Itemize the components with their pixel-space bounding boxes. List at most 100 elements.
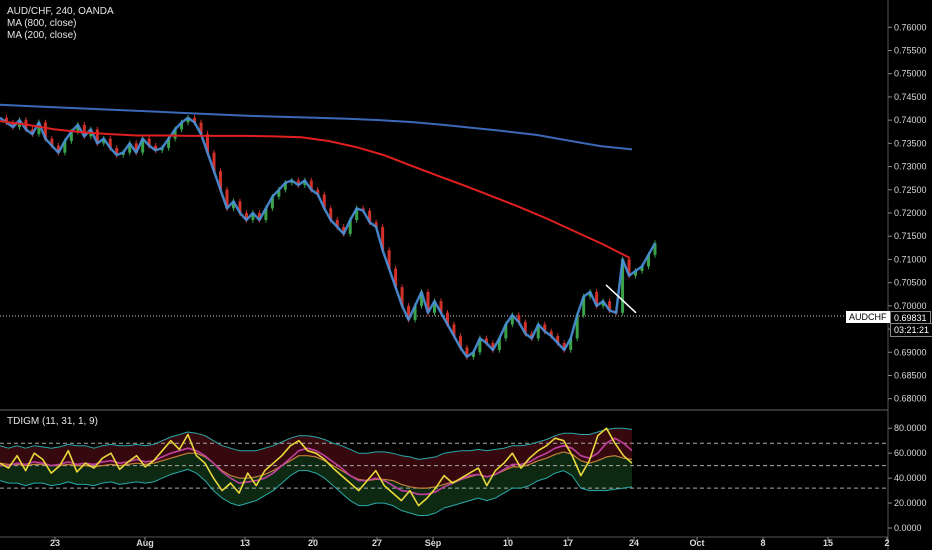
candle-body xyxy=(647,254,651,267)
candle-body xyxy=(549,331,553,337)
candle-body xyxy=(426,291,430,313)
price-tick-label: 0.69000 xyxy=(894,347,927,357)
candle-body xyxy=(335,219,339,227)
candle-body xyxy=(653,243,657,255)
candle-body xyxy=(608,301,612,311)
candle-body xyxy=(154,145,158,151)
candle-body xyxy=(102,138,106,144)
time-tick-label: Oct xyxy=(689,538,704,548)
candle-body xyxy=(199,122,203,135)
time-tick-label: Aug xyxy=(136,538,154,548)
candle-body xyxy=(231,201,235,209)
candle-body xyxy=(141,138,145,153)
candle-body xyxy=(439,301,443,313)
candle-body xyxy=(63,141,67,153)
candle-body xyxy=(400,287,404,306)
candle-body xyxy=(128,143,132,153)
indicator-legend[interactable]: TDIGM (11, 31, 1, 9) xyxy=(7,416,98,427)
signal-line xyxy=(0,437,633,496)
candle-body xyxy=(413,305,417,320)
price-tick-label: 0.75500 xyxy=(894,46,927,56)
candle-body xyxy=(471,352,475,357)
candle-body xyxy=(562,343,566,350)
candle-body xyxy=(445,312,449,325)
candle-body xyxy=(56,145,60,153)
price-tick-label: 0.68000 xyxy=(894,394,927,404)
candle-body xyxy=(186,117,190,123)
candle-body xyxy=(206,134,210,153)
indicator-tick-label: 60.0000 xyxy=(894,448,927,458)
candle-body xyxy=(342,226,346,234)
candle-body xyxy=(497,338,501,350)
ma200-legend[interactable]: MA (200, close) xyxy=(7,30,77,41)
candle-body xyxy=(115,148,119,155)
ma800-legend[interactable]: MA (800, close) xyxy=(7,18,77,29)
ma200-line xyxy=(0,120,631,259)
candle-body xyxy=(147,138,151,146)
price-tick-label: 0.75000 xyxy=(894,69,927,79)
candle-body xyxy=(167,138,171,148)
candle-body xyxy=(601,301,605,306)
candle-body xyxy=(368,210,372,223)
candle-body xyxy=(212,152,216,172)
candle-body xyxy=(640,266,644,272)
symbol-legend[interactable]: AUD/CHF, 240, OANDA xyxy=(7,6,114,17)
price-tick-label: 0.72000 xyxy=(894,208,927,218)
indicator-tick-label: 40.0000 xyxy=(894,473,927,483)
upper-band-line xyxy=(0,427,633,460)
candle-body xyxy=(218,171,222,190)
price-tick-label: 0.76000 xyxy=(894,22,927,32)
time-tick-label: 24 xyxy=(629,538,639,548)
candle-body xyxy=(543,324,547,332)
price-tick-label: 0.74500 xyxy=(894,92,927,102)
candle-body xyxy=(627,259,631,276)
candle-body xyxy=(556,336,560,343)
candle-body xyxy=(536,324,540,339)
price-tick-label: 0.68500 xyxy=(894,371,927,381)
trendline-drawing xyxy=(605,284,637,314)
candle-body xyxy=(225,189,229,209)
candle-body xyxy=(420,291,424,306)
candle-body xyxy=(465,347,469,357)
candle-body xyxy=(277,189,281,197)
price-tick-label: 0.70500 xyxy=(894,278,927,288)
price-tick-label: 0.71000 xyxy=(894,254,927,264)
candle-body xyxy=(355,208,359,220)
candle-body xyxy=(387,250,391,269)
candle-body xyxy=(173,129,177,139)
candle-body xyxy=(309,180,313,190)
candle-body xyxy=(283,182,287,190)
candle-body xyxy=(484,338,488,343)
price-tick-label: 0.71500 xyxy=(894,231,927,241)
rsi-line xyxy=(0,427,633,507)
price-tick-label: 0.74000 xyxy=(894,115,927,125)
candle-body xyxy=(76,124,80,132)
candle-body xyxy=(303,180,307,186)
candle-body xyxy=(257,213,261,220)
candle-body xyxy=(510,315,514,325)
candle-body xyxy=(322,194,326,209)
candle-body xyxy=(491,343,495,350)
candle-body xyxy=(634,271,638,276)
candle-body xyxy=(569,338,573,350)
time-tick-label: 13 xyxy=(240,538,250,548)
candle-body xyxy=(504,324,508,339)
candle-body xyxy=(264,208,268,220)
candle-body xyxy=(69,131,73,142)
candle-body xyxy=(517,315,521,323)
candle-body xyxy=(50,138,54,146)
candle-body xyxy=(621,259,625,313)
candle-body xyxy=(108,138,112,148)
candle-body xyxy=(37,122,41,135)
candle-body xyxy=(82,124,86,137)
time-tick-label: 10 xyxy=(503,538,513,548)
price-tick-label: 0.70000 xyxy=(894,301,927,311)
candle-body xyxy=(595,291,599,306)
candle-body xyxy=(433,301,437,313)
candle-body xyxy=(407,305,411,320)
candle-body xyxy=(238,201,242,213)
lower-band-line xyxy=(0,468,633,516)
price-tick-label: 0.73000 xyxy=(894,162,927,172)
time-tick-label: 2 xyxy=(884,538,889,548)
